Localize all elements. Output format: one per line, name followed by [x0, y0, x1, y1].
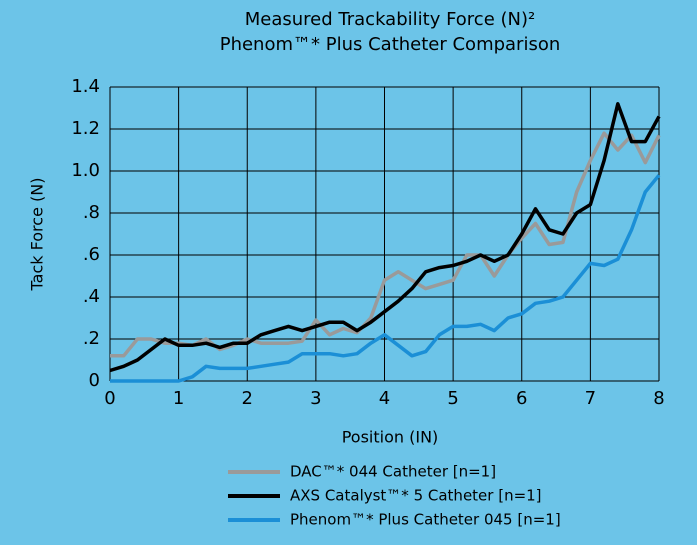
data-line — [110, 174, 661, 383]
x-tick-label: 0 — [104, 388, 115, 409]
data-line — [109, 102, 661, 373]
x-tick-label: 1 — [173, 388, 184, 409]
x-tick-label: 6 — [516, 388, 527, 409]
x-tick-label: 8 — [653, 388, 664, 409]
y-tick-label: .4 — [83, 286, 100, 307]
y-tick-label: 1.0 — [71, 160, 100, 181]
chart-subtitle: Phenom™* Plus Catheter Comparison — [220, 34, 561, 55]
x-tick-label: 7 — [585, 388, 596, 409]
legend-label: Phenom™* Plus Catheter 045 [n=1] — [290, 511, 561, 529]
x-tick-label: 3 — [310, 388, 321, 409]
y-tick-label: .8 — [83, 202, 100, 223]
legend-label: DAC™* 044 Catheter [n=1] — [290, 463, 496, 481]
legend-label: AXS Catalyst™* 5 Catheter [n=1] — [290, 487, 542, 505]
y-axis-label: Tack Force (N) — [28, 178, 47, 292]
y-tick-label: 1.2 — [71, 118, 100, 139]
y-tick-label: .2 — [83, 328, 100, 349]
x-tick-label: 2 — [242, 388, 253, 409]
chart-title: Measured Trackability Force (N)² — [245, 9, 535, 30]
x-tick-label: 5 — [447, 388, 458, 409]
y-tick-label: 1.4 — [71, 76, 100, 97]
x-tick-label: 4 — [379, 388, 390, 409]
y-tick-label: .6 — [83, 244, 100, 265]
x-axis-label: Position (IN) — [342, 428, 439, 447]
y-tick-label: 0 — [89, 370, 100, 391]
